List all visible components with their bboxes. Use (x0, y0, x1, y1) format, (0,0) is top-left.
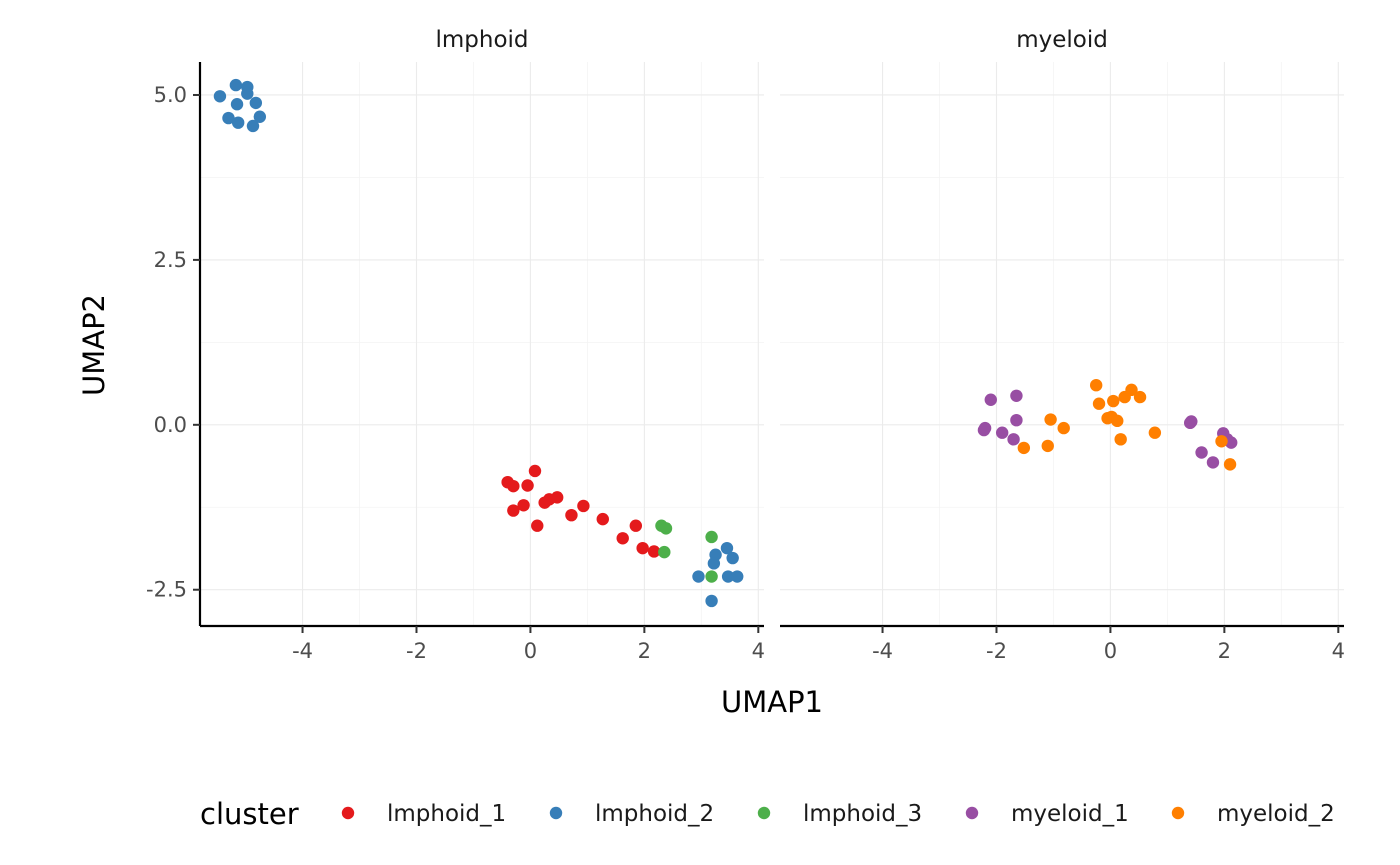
point-myeloid_2 (1223, 458, 1237, 471)
point-myeloid_1 (1206, 456, 1220, 469)
point-lmphoid_1 (517, 499, 530, 512)
point-lmphoid_2 (253, 110, 267, 123)
point-lmphoid_2 (246, 119, 260, 133)
point-myeloid_2 (1133, 390, 1147, 404)
point-lmphoid_2 (726, 551, 739, 565)
point-lmphoid_3 (705, 530, 718, 544)
point-myeloid_2 (1101, 412, 1114, 425)
point-myeloid_2 (1044, 413, 1057, 426)
point-lmphoid_2 (720, 541, 734, 555)
point-myeloid_2 (1148, 426, 1162, 439)
x-axis-title: UMAP1 (721, 685, 823, 719)
point-lmphoid_1 (577, 499, 590, 513)
y-tick-label: 5.0 (154, 83, 187, 107)
legend-item-lmphoid_2: lmphoid_2 (549, 801, 714, 827)
legend-key-lmphoid_2 (549, 806, 563, 820)
y-axis-title: UMAP2 (77, 294, 111, 396)
point-myeloid_2 (1057, 421, 1070, 435)
point-myeloid_2 (1041, 439, 1054, 453)
point-lmphoid_2 (249, 96, 263, 110)
legend-key-lmphoid_1 (341, 806, 355, 820)
point-lmphoid_2 (707, 557, 721, 570)
x-tick-label: -2 (406, 639, 427, 663)
point-lmphoid_1 (629, 519, 643, 532)
point-lmphoid_2 (721, 570, 735, 583)
x-tick-label: 4 (752, 639, 765, 663)
point-myeloid_2 (1118, 390, 1131, 404)
point-myeloid_2 (1092, 397, 1106, 410)
point-myeloid_2 (1017, 441, 1031, 455)
y-tick-label: -2.5 (146, 578, 187, 602)
point-myeloid_1 (1007, 433, 1020, 446)
legend-label: lmphoid_3 (803, 801, 922, 827)
panel-myeloid: myeloid -4 -2 0 2 4 (780, 27, 1345, 663)
facet-strip-label: myeloid (1016, 27, 1108, 53)
point-myeloid_2 (1114, 433, 1127, 446)
legend-item-myeloid_1: myeloid_1 (965, 801, 1129, 827)
legend: cluster lmphoid_1 lmphoid_2 lmphoid_3 myelo… (200, 797, 1335, 831)
x-tick-label: 0 (1104, 639, 1117, 663)
x-tick-label: -4 (292, 639, 313, 663)
x-tick-label: 4 (1332, 639, 1345, 663)
point-lmphoid_1 (596, 512, 609, 526)
point-lmphoid_1 (507, 504, 520, 517)
facet-strip-label: lmphoid (435, 27, 528, 53)
facet-panels: lmphoid -4 -2 0 2 4 -2.5 0.0 2.5 5.0 myeloid -4 -2 0 2… (146, 27, 1345, 663)
point-myeloid_2 (1089, 379, 1103, 392)
legend-label: lmphoid_1 (387, 801, 506, 827)
point-lmphoid_2 (230, 98, 244, 111)
point-lmphoid_1 (565, 508, 578, 522)
point-lmphoid_1 (507, 479, 520, 493)
point-myeloid_2 (1107, 394, 1120, 408)
point-lmphoid_1 (521, 479, 534, 492)
point-myeloid_1 (1225, 436, 1238, 449)
point-lmphoid_2 (692, 570, 705, 583)
point-myeloid_1 (1185, 415, 1198, 428)
x-tick-label: 2 (1218, 639, 1231, 663)
point-lmphoid_2 (731, 570, 744, 583)
point-lmphoid_1 (647, 545, 661, 558)
point-myeloid_1 (984, 393, 997, 406)
point-myeloid_1 (1010, 413, 1023, 427)
legend-key-myeloid_2 (1171, 806, 1185, 820)
point-lmphoid_2 (241, 87, 254, 100)
point-lmphoid_1 (616, 532, 629, 545)
point-myeloid_2 (1111, 414, 1124, 428)
legend-title: cluster (200, 797, 299, 831)
legend-label: lmphoid_2 (595, 801, 714, 827)
point-lmphoid_1 (551, 491, 564, 504)
point-lmphoid_3 (659, 522, 673, 535)
point-lmphoid_3 (705, 570, 718, 583)
legend-label: myeloid_2 (1217, 801, 1335, 827)
point-lmphoid_2 (705, 594, 718, 608)
point-myeloid_2 (1215, 435, 1228, 448)
x-tick-label: -4 (872, 639, 893, 663)
legend-key-lmphoid_3 (757, 806, 771, 820)
x-tick-label: -2 (986, 639, 1007, 663)
x-tick-label: 0 (524, 639, 537, 663)
legend-label: myeloid_1 (1011, 801, 1129, 827)
point-lmphoid_2 (222, 111, 235, 125)
panel-lmphoid: lmphoid -4 -2 0 2 4 -2.5 0.0 2.5 5.0 (146, 27, 765, 663)
point-myeloid_1 (1195, 446, 1208, 459)
point-lmphoid_2 (213, 90, 227, 103)
point-lmphoid_2 (231, 116, 245, 129)
legend-items: lmphoid_1 lmphoid_2 lmphoid_3 myeloid_1 myel… (341, 801, 1335, 827)
legend-item-myeloid_2: myeloid_2 (1171, 801, 1335, 827)
point-lmphoid_1 (531, 519, 544, 532)
point-myeloid_1 (995, 426, 1009, 439)
point-myeloid_1 (977, 423, 991, 437)
point-myeloid_1 (1010, 389, 1023, 402)
legend-item-lmphoid_3: lmphoid_3 (757, 801, 922, 827)
y-tick-label: 2.5 (154, 248, 187, 272)
point-lmphoid_2 (229, 78, 243, 92)
y-tick-label: 0.0 (154, 413, 187, 437)
legend-item-lmphoid_1: lmphoid_1 (341, 801, 506, 827)
point-lmphoid_3 (658, 545, 671, 559)
legend-key-myeloid_1 (965, 806, 979, 820)
point-lmphoid_1 (528, 464, 542, 478)
point-lmphoid_1 (636, 541, 649, 555)
x-tick-label: 2 (638, 639, 651, 663)
